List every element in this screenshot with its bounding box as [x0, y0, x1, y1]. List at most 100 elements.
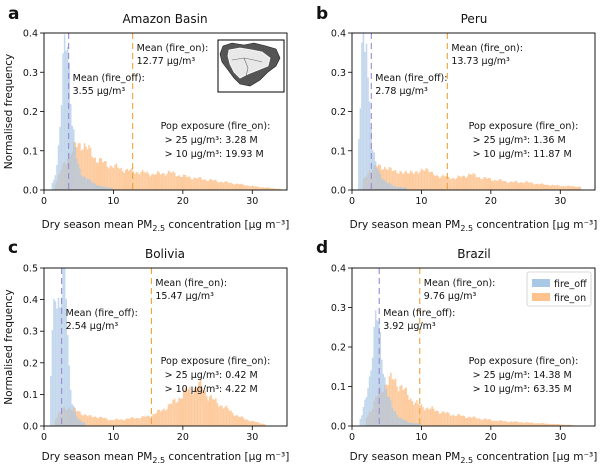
- bar-fire_on: [137, 417, 139, 426]
- bar-fire_off: [76, 158, 78, 190]
- bar-fire_off: [367, 388, 369, 426]
- bar-fire_on: [260, 187, 263, 190]
- bar-fire_on: [506, 421, 508, 426]
- bar-fire_on: [509, 421, 511, 426]
- mean-fire_on-label: Mean (fire_on):: [137, 43, 209, 54]
- bar-fire_off: [364, 399, 366, 426]
- bar-fire_off: [393, 186, 395, 190]
- bar-fire_on: [495, 420, 498, 426]
- bar-fire_on: [102, 162, 104, 190]
- bar-fire_on: [567, 424, 569, 426]
- bar-fire_on: [201, 387, 203, 426]
- bar-fire_on: [273, 188, 275, 190]
- bar-fire_on: [279, 188, 281, 190]
- bar-fire_on: [521, 422, 524, 426]
- bar-fire_on: [100, 158, 103, 190]
- bars: [359, 310, 574, 426]
- bar-fire_on: [475, 177, 478, 190]
- bar-fire_on: [271, 188, 274, 190]
- bar-fire_on: [478, 418, 481, 426]
- bar-fire_on: [494, 420, 496, 426]
- bar-fire_on: [155, 173, 158, 190]
- bar-fire_off: [377, 170, 380, 190]
- bar-fire_off: [95, 185, 98, 190]
- bar-fire_off: [365, 43, 368, 190]
- bar-fire_on: [242, 184, 245, 190]
- bar-fire_on: [117, 167, 119, 190]
- bar-fire_off: [410, 422, 412, 426]
- bar-fire_on: [458, 414, 461, 426]
- y-tick-label: 0.2: [23, 107, 38, 118]
- bar-fire_on: [239, 417, 242, 426]
- bar-fire_on: [124, 169, 127, 190]
- bar-fire_on: [192, 394, 194, 426]
- bar-fire_on: [539, 423, 542, 426]
- bar-fire_off: [82, 176, 84, 190]
- panel-title: Brazil: [457, 247, 491, 261]
- bar-fire_on: [559, 186, 562, 190]
- bar-fire_off: [59, 126, 61, 190]
- bar-fire_off: [71, 125, 74, 190]
- y-tick-label: 0.4: [331, 29, 346, 40]
- bar-fire_on: [461, 175, 464, 190]
- bar-fire_off: [79, 419, 81, 426]
- x-axis-label: Dry season mean PM2.5 concentration [μg …: [42, 451, 290, 464]
- bar-fire_on: [79, 143, 81, 190]
- bar-fire_on: [202, 391, 205, 426]
- bar-fire_off: [374, 310, 377, 426]
- mean-fire_on-value: 12.77 μg/m³: [137, 56, 196, 67]
- bar-fire_on: [564, 186, 566, 190]
- bar-fire_on: [219, 181, 222, 190]
- bar-fire_on: [425, 408, 427, 426]
- bar-fire_on: [146, 171, 148, 190]
- bar-fire_on: [216, 181, 219, 190]
- bar-fire_on: [530, 182, 533, 190]
- bar-fire_on: [164, 175, 167, 190]
- pop-exposure-25: > 25 μg/m³: 14.38 M: [473, 370, 572, 381]
- bar-fire_on: [568, 185, 571, 190]
- bar-fire_off: [371, 357, 374, 426]
- bar-fire_on: [111, 419, 113, 426]
- bar-fire_on: [92, 417, 95, 426]
- bar-fire_on: [448, 177, 450, 190]
- bar-fire_on: [207, 400, 209, 426]
- bar-fire_on: [153, 175, 156, 190]
- bar-fire_on: [515, 421, 517, 426]
- bar-fire_on: [524, 422, 527, 426]
- bar-fire_on: [509, 181, 511, 190]
- bar-fire_on: [570, 186, 572, 190]
- bar-fire_off: [390, 183, 392, 190]
- bar-fire_on: [510, 181, 513, 190]
- bar-fire_on: [241, 416, 243, 426]
- bar-fire_on: [103, 417, 106, 426]
- bar-fire_on: [520, 182, 522, 190]
- bar-fire_on: [190, 179, 193, 190]
- bar-fire_on: [497, 180, 499, 190]
- bar-fire_on: [425, 168, 427, 190]
- bar-fire_on: [250, 185, 252, 190]
- bar-fire_off: [103, 186, 106, 190]
- bar-fire_off: [416, 422, 418, 426]
- bar-fire_on: [123, 420, 125, 426]
- map-basin: [227, 47, 271, 79]
- mean-fire_off-value: 2.54 μg/m³: [66, 321, 119, 332]
- bar-fire_off: [403, 420, 406, 426]
- bar-fire_on: [472, 172, 475, 190]
- mean-fire_on-label: Mean (fire_on):: [155, 278, 227, 289]
- bar-fire_off: [79, 168, 81, 190]
- y-tick-label: 0.4: [331, 264, 346, 275]
- bar-fire_on: [118, 419, 121, 426]
- bar-fire_on: [394, 169, 397, 190]
- bar-fire_on: [245, 419, 248, 426]
- bar-fire_on: [466, 417, 469, 426]
- bar-fire_on: [263, 424, 266, 426]
- panel-title: Bolivia: [145, 247, 185, 261]
- bar-fire_on: [215, 179, 217, 190]
- bar-fire_on: [207, 181, 209, 190]
- bar-fire_on: [221, 181, 223, 190]
- bar-fire_off: [82, 422, 84, 426]
- bar-fire_on: [150, 174, 153, 190]
- bar-fire_on: [152, 173, 154, 190]
- bar-fire_on: [547, 423, 550, 426]
- bar-fire_on: [147, 415, 150, 426]
